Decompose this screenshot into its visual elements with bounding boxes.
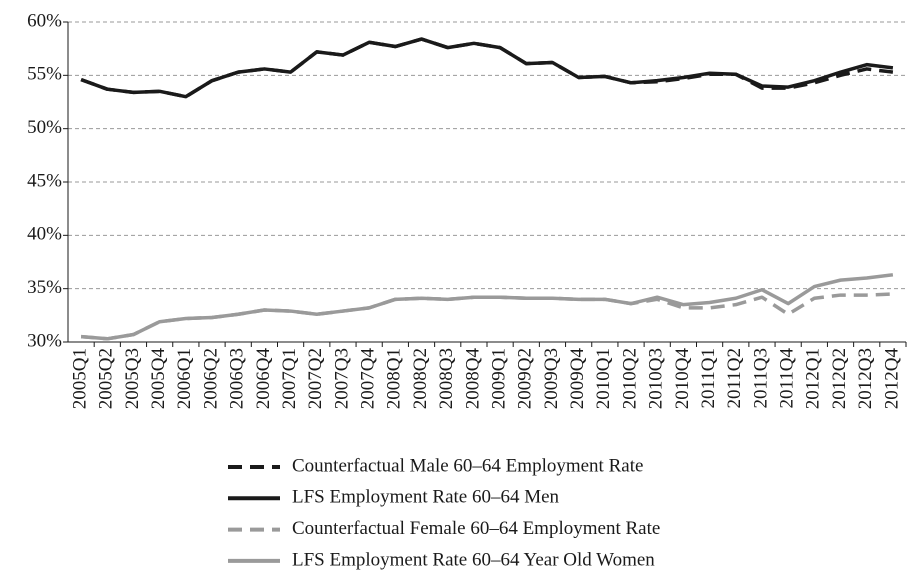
y-tick-label: 45%: [27, 170, 62, 191]
x-tick-label: 2012Q2: [829, 348, 850, 409]
x-tick-label: 2006Q3: [227, 348, 248, 409]
x-tick-label: 2009Q1: [488, 348, 509, 409]
y-tick-label: 50%: [27, 117, 62, 138]
x-tick-label: 2005Q4: [148, 348, 169, 410]
x-tick-label: 2008Q3: [436, 348, 457, 409]
series-line: [80, 37, 894, 99]
x-tick-label: 2009Q2: [515, 348, 536, 409]
series-line: [80, 37, 894, 99]
x-tick-label: 2008Q2: [410, 348, 431, 409]
x-tick-label: 2011Q2: [724, 348, 745, 409]
x-tick-label: 2010Q3: [646, 348, 667, 409]
x-tick-label: 2008Q1: [384, 348, 405, 409]
y-tick-label: 60%: [27, 10, 62, 31]
x-tick-label: 2006Q4: [253, 348, 274, 410]
x-tick-label: 2011Q3: [750, 348, 771, 409]
x-tick-label: 2006Q2: [200, 348, 221, 409]
x-tick-label: 2005Q1: [69, 348, 90, 409]
x-tick-label: 2005Q2: [96, 348, 117, 409]
x-tick-label: 2012Q1: [803, 348, 824, 409]
legend-label: Counterfactual Male 60–64 Employment Rat…: [292, 455, 643, 476]
legend-label: Counterfactual Female 60–64 Employment R…: [292, 518, 660, 539]
y-tick-label: 35%: [27, 277, 62, 298]
x-tick-label: 2008Q4: [462, 348, 483, 410]
y-tick-label: 30%: [27, 330, 62, 351]
legend-label: LFS Employment Rate 60–64 Men: [292, 487, 560, 508]
x-tick-label: 2009Q3: [541, 348, 562, 409]
x-tick-label: 2012Q3: [855, 348, 876, 409]
legend-label: LFS Employment Rate 60–64 Year Old Women: [292, 549, 655, 570]
x-tick-label: 2007Q1: [279, 348, 300, 409]
x-tick-label: 2010Q4: [672, 348, 693, 410]
series-line: [80, 273, 894, 341]
x-tick-label: 2011Q1: [698, 348, 719, 409]
x-tick-label: 2012Q4: [881, 348, 902, 410]
x-tick-label: 2011Q4: [777, 348, 798, 409]
x-tick-label: 2010Q2: [619, 348, 640, 409]
y-tick-label: 55%: [27, 64, 62, 85]
x-tick-label: 2009Q4: [567, 348, 588, 410]
x-tick-label: 2007Q2: [305, 348, 326, 409]
x-tick-label: 2007Q4: [358, 348, 379, 410]
x-tick-label: 2006Q1: [174, 348, 195, 409]
x-tick-label: 2007Q3: [331, 348, 352, 409]
y-tick-label: 40%: [27, 224, 62, 245]
x-tick-label: 2010Q1: [593, 348, 614, 409]
x-tick-label: 2005Q3: [122, 348, 143, 409]
series-line: [80, 292, 893, 341]
